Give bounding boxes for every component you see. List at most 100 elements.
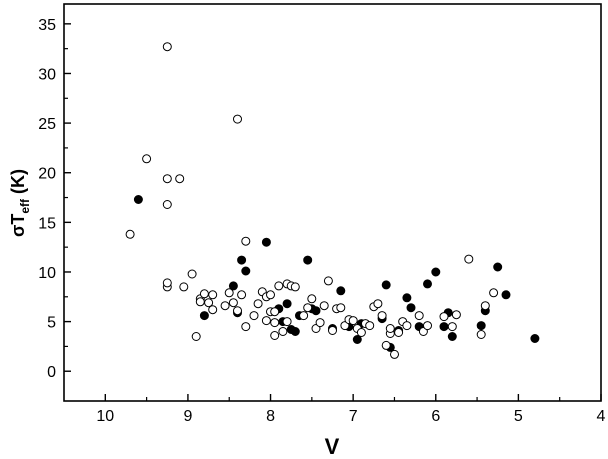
- y-tick-label: 10: [38, 265, 56, 282]
- open-data-point: [233, 114, 242, 124]
- x-tick-label: 8: [266, 408, 275, 425]
- filled-data-point: [447, 332, 457, 341]
- open-data-point: [228, 298, 238, 308]
- open-data-point: [142, 154, 152, 164]
- y-axis-title-unit: (K): [8, 169, 28, 199]
- open-data-point: [208, 305, 218, 315]
- filled-data-point: [261, 237, 271, 247]
- data-points: [125, 42, 540, 359]
- open-data-point: [191, 332, 201, 341]
- filled-data-point: [303, 255, 313, 265]
- open-data-point: [175, 174, 185, 184]
- open-data-point: [489, 288, 499, 298]
- filled-data-point: [381, 280, 391, 290]
- plot-frame: [63, 3, 602, 402]
- open-data-point: [270, 307, 280, 317]
- open-data-point: [179, 282, 189, 292]
- open-data-point: [220, 301, 230, 311]
- x-tick-label: 4: [597, 408, 606, 425]
- open-data-point: [336, 303, 346, 313]
- x-tick-label: 9: [183, 408, 192, 425]
- open-data-point: [348, 316, 358, 326]
- open-data-point: [266, 290, 275, 300]
- y-tick-label: 15: [38, 215, 56, 232]
- filled-data-point: [352, 335, 362, 344]
- y-axis: 0 5 10 15 20 25 30 35: [38, 17, 71, 381]
- x-axis: 10 9 8 7 6 5 4: [96, 394, 606, 425]
- filled-data-point: [501, 290, 511, 300]
- x-tick-label: 10: [96, 408, 114, 425]
- open-data-point: [282, 317, 292, 327]
- filled-data-point: [476, 321, 486, 331]
- filled-data-point: [530, 334, 540, 343]
- open-data-point: [464, 254, 474, 264]
- open-data-point: [233, 306, 242, 316]
- x-tick-label: 5: [514, 408, 523, 425]
- open-data-point: [224, 288, 234, 298]
- open-data-point: [447, 322, 457, 332]
- open-data-point: [162, 278, 172, 288]
- open-data-point: [307, 294, 317, 304]
- x-tick-label: 6: [431, 408, 440, 425]
- open-data-point: [423, 321, 432, 331]
- open-data-point: [162, 42, 172, 52]
- open-data-point: [451, 310, 461, 320]
- open-data-point: [270, 331, 280, 340]
- y-tick-label: 25: [38, 116, 56, 133]
- open-data-point: [365, 321, 375, 331]
- open-data-point: [249, 311, 259, 321]
- open-data-point: [385, 324, 395, 333]
- open-data-point: [241, 236, 251, 246]
- filled-data-point: [282, 299, 292, 309]
- open-data-point: [315, 318, 325, 328]
- y-tick-label: 0: [47, 364, 56, 381]
- open-data-point: [402, 321, 412, 331]
- open-data-point: [241, 322, 251, 332]
- filled-data-point: [336, 286, 346, 296]
- filled-data-point: [290, 327, 300, 336]
- open-data-point: [480, 301, 490, 311]
- open-data-point: [253, 299, 263, 309]
- y-tick-label: 30: [38, 66, 56, 83]
- open-data-point: [323, 276, 333, 286]
- filled-data-point: [311, 306, 321, 316]
- open-data-point: [274, 281, 284, 291]
- open-data-point: [299, 311, 309, 321]
- open-data-point: [319, 301, 329, 311]
- open-data-point: [439, 312, 449, 322]
- filled-data-point: [241, 266, 251, 276]
- y-tick-label: 35: [38, 17, 56, 34]
- open-data-point: [162, 174, 172, 184]
- open-data-point: [356, 328, 366, 337]
- filled-data-point: [133, 195, 143, 204]
- filled-data-point: [406, 303, 416, 313]
- x-axis-title: V: [325, 434, 340, 459]
- open-data-point: [195, 297, 205, 307]
- open-data-point: [303, 303, 313, 313]
- filled-data-point: [439, 322, 449, 332]
- y-axis-title-main: σT: [8, 214, 28, 237]
- y-axis-title-subscript: eff: [18, 198, 32, 214]
- filled-data-point: [237, 255, 247, 265]
- open-data-point: [290, 282, 300, 292]
- filled-data-point: [431, 267, 441, 277]
- y-tick-label: 5: [47, 315, 56, 332]
- filled-data-point: [402, 293, 412, 303]
- y-tick-label: 20: [38, 166, 56, 183]
- open-data-point: [270, 318, 280, 328]
- filled-data-point: [228, 281, 238, 291]
- open-data-point: [394, 328, 404, 337]
- open-data-point: [261, 316, 271, 326]
- open-data-point: [381, 340, 391, 350]
- open-data-point: [199, 289, 209, 299]
- open-data-point: [476, 330, 486, 339]
- open-data-point: [237, 290, 247, 300]
- open-data-point: [373, 299, 383, 309]
- open-data-point: [414, 311, 424, 321]
- open-data-point: [187, 269, 197, 279]
- x-tick-label: 7: [349, 408, 358, 425]
- y-axis-title: σTeff (K): [8, 169, 32, 237]
- filled-data-point: [199, 311, 209, 321]
- open-data-point: [278, 327, 288, 336]
